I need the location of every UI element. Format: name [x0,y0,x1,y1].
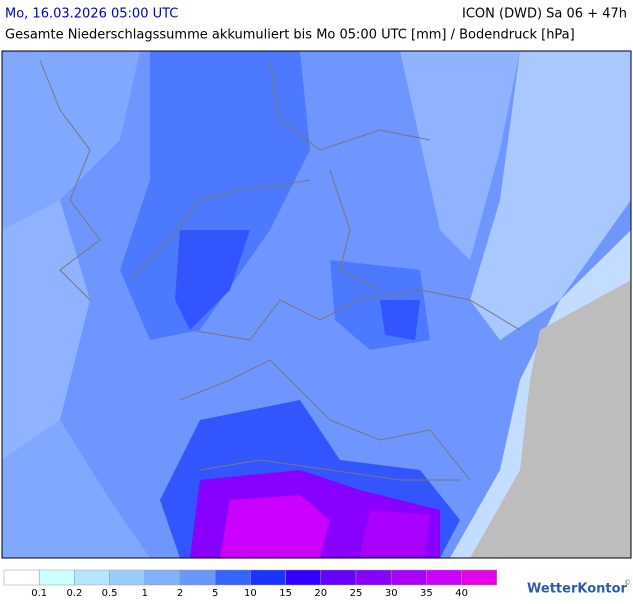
legend-swatch [38,569,75,586]
copyright: © [624,579,631,587]
legend-label: 15 [279,588,292,599]
legend-swatch [461,569,498,586]
legend-label: 0.5 [102,588,118,599]
legend-swatch [250,569,286,586]
legend-swatch [426,569,462,586]
legend-label: 40 [455,588,468,599]
legend-swatch [214,569,251,586]
legend-label: 0.2 [66,588,82,599]
legend-swatch [320,569,357,586]
legend-swatch [109,569,146,586]
legend-swatch [3,569,40,586]
model-run: ICON (DWD) Sa 06 + 47h [462,7,627,22]
legend-label: 30 [385,588,398,599]
valid-time: Mo, 16.03.2026 05:00 UTC [5,7,178,22]
legend-label: 1 [142,588,148,599]
legend-swatch [355,569,392,586]
legend-label: 5 [212,588,218,599]
subtitle: Gesamte Niederschlagssumme akkumuliert b… [5,28,575,43]
legend: 0.1 0.2 0.5 1 2 5 10 15 20 25 30 35 40 [3,569,498,599]
legend-label: 2 [177,588,183,599]
legend-swatch [144,569,181,586]
legend-swatch [285,569,322,586]
logo: WetterKontor [527,582,628,597]
legend-label: 0.1 [31,588,47,599]
legend-swatch [390,569,427,586]
legend-swatch [74,569,110,586]
legend-label: 10 [244,588,257,599]
legend-label: 20 [314,588,327,599]
legend-label: 35 [420,588,433,599]
legend-label: 25 [350,588,363,599]
map [1,50,632,559]
legend-swatch [179,569,216,586]
